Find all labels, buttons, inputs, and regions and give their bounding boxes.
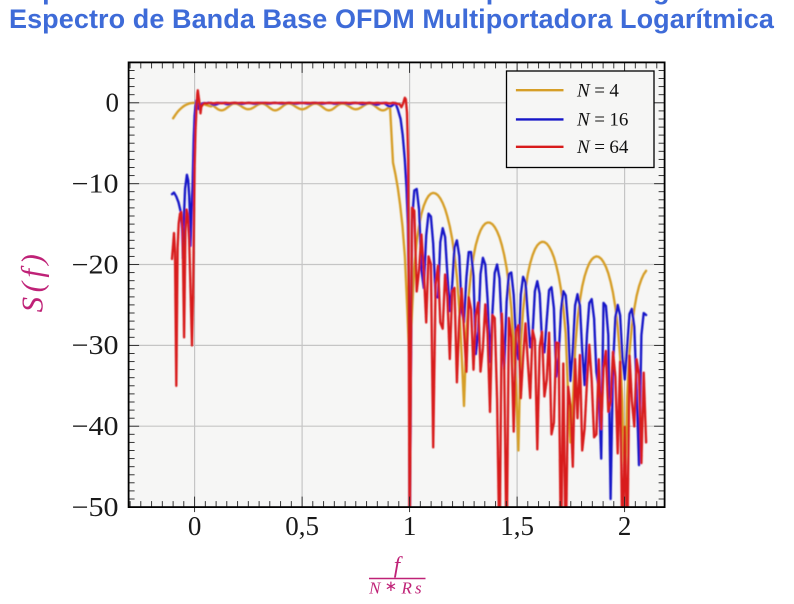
svg-text:−40: −40: [72, 411, 119, 441]
svg-text:−50: −50: [72, 492, 119, 522]
svg-text:S(f): S(f): [15, 250, 50, 313]
svg-text:0: 0: [106, 88, 120, 118]
svg-text:1: 1: [403, 511, 417, 541]
svg-text:−10: −10: [72, 169, 119, 199]
svg-text:f: f: [394, 553, 404, 578]
svg-text:N∗Rs: N∗Rs: [368, 579, 425, 598]
svg-text:0: 0: [188, 511, 202, 541]
svg-text:−20: −20: [72, 249, 119, 279]
svg-text:1,5: 1,5: [500, 511, 534, 541]
svg-text:N=64: N = 64: [576, 137, 629, 158]
svg-text:N=4: N = 4: [576, 81, 619, 102]
svg-text:0,5: 0,5: [285, 511, 319, 541]
svg-text:2: 2: [618, 511, 632, 541]
svg-text:N=16: N = 16: [576, 110, 628, 131]
svg-text:−30: −30: [72, 330, 119, 360]
